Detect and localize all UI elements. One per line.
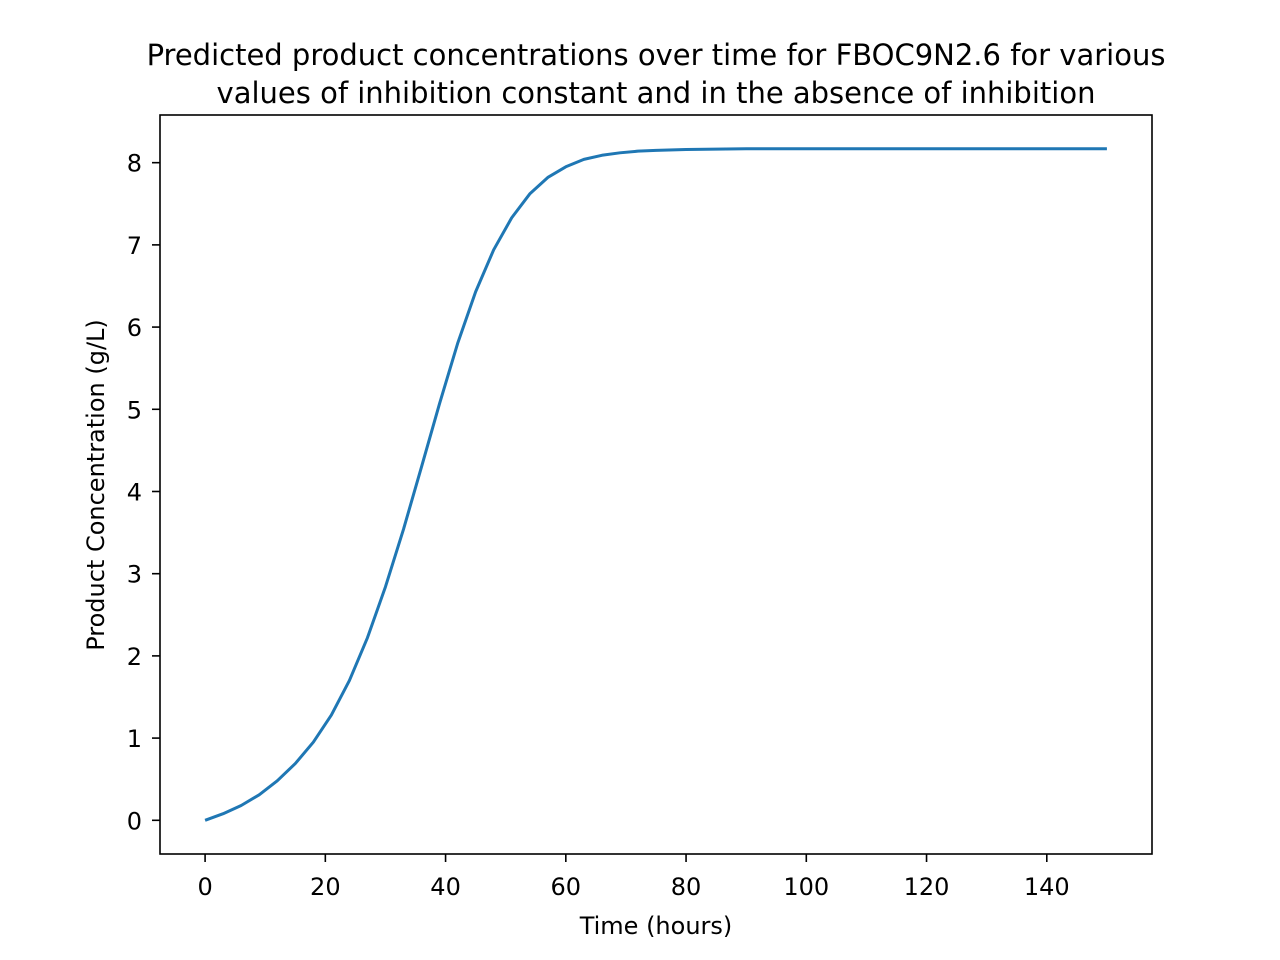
x-tick-label: 140	[1024, 873, 1070, 901]
x-tick-label: 40	[430, 873, 461, 901]
y-tick-label: 3	[127, 561, 142, 589]
x-tick-label: 100	[783, 873, 829, 901]
x-tick-label: 0	[197, 873, 212, 901]
x-tick-label: 60	[551, 873, 582, 901]
x-axis-label: Time (hours)	[579, 912, 733, 940]
y-tick-label: 0	[127, 807, 142, 835]
y-tick-label: 2	[127, 643, 142, 671]
chart-title: Predicted product concentrations over ti…	[147, 38, 1166, 110]
y-tick-label: 8	[127, 150, 142, 178]
y-tick-label: 6	[127, 314, 142, 342]
y-tick-label: 7	[127, 232, 142, 260]
x-axis: 0 20 40 60 80 100 120 140	[197, 854, 1070, 901]
y-axis: 0 1 2 3 4 5 6 7 8	[127, 150, 160, 835]
x-tick-label: 20	[310, 873, 341, 901]
chart-title-line-1: Predicted product concentrations over ti…	[147, 38, 1166, 72]
plot-frame	[159, 114, 1153, 855]
x-tick-label: 120	[904, 873, 950, 901]
series-line-0	[204, 147, 1107, 822]
chart-title-line-2: values of inhibition constant and in the…	[217, 76, 1096, 110]
y-tick-label: 1	[127, 725, 142, 753]
series-layer	[204, 147, 1107, 822]
y-axis-label: Product Concentration (g/L)	[82, 319, 110, 651]
y-tick-label: 4	[127, 478, 142, 506]
x-tick-label: 80	[671, 873, 702, 901]
y-tick-label: 5	[127, 396, 142, 424]
